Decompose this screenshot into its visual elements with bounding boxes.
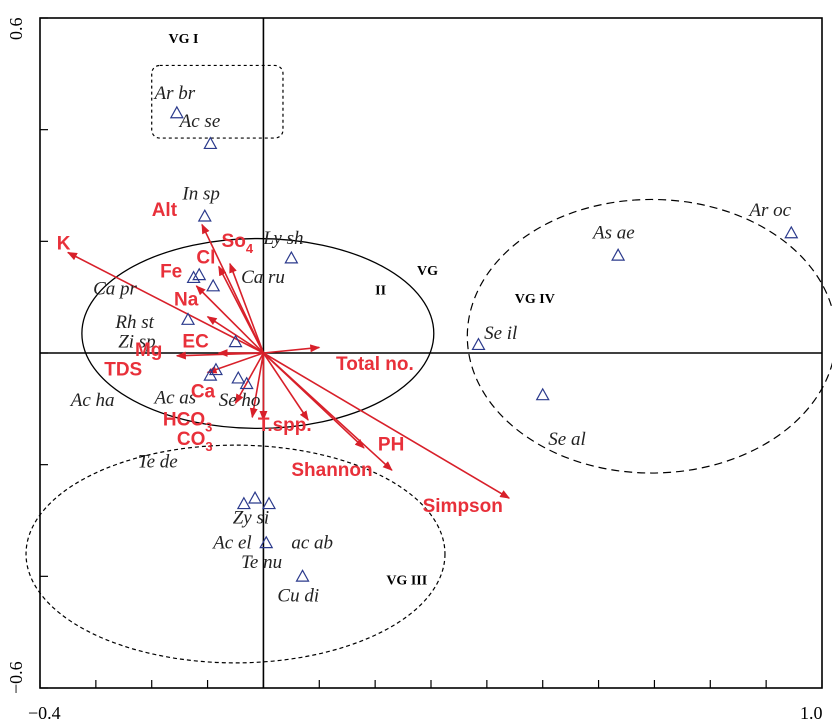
- vector-simpson: [263, 352, 511, 499]
- vector-cl: [218, 265, 265, 354]
- group-label-vg-i: VG I: [168, 32, 198, 47]
- species-marker-ac-se: [203, 136, 218, 150]
- env-label-k: K: [57, 234, 71, 255]
- group-label-vg: VG: [417, 264, 438, 279]
- group-outline-vg-iv: [466, 198, 832, 474]
- vector-k: [67, 251, 264, 354]
- species-label-in-sp: In sp: [181, 183, 219, 204]
- species-marker-ly-sh: [284, 250, 299, 264]
- axis-ticks: [39, 17, 823, 689]
- env-label-mg: Mg: [135, 340, 162, 361]
- x-tick-label-max: 1.0: [800, 703, 823, 723]
- species-marker-ca-pr: [192, 267, 207, 281]
- species-label-zy-si: Zy si: [233, 507, 269, 528]
- species-label-ac-as: Ac as: [153, 387, 197, 408]
- group-outline-vg-iii: [25, 444, 446, 664]
- environment-vectors: [67, 223, 511, 499]
- species-label-se-al: Se al: [548, 429, 585, 450]
- species-label-te-nu: Te nu: [241, 552, 282, 573]
- species-label-ac-se: Ac se: [178, 111, 221, 132]
- species-marker-ar-oc: [784, 225, 799, 239]
- group-outline-vg-i: [151, 64, 284, 139]
- species-label-ar-br: Ar br: [153, 83, 196, 104]
- species-marker-in-sp: [197, 208, 212, 222]
- group-labels: VG I VG II VG IV VG III: [168, 32, 554, 589]
- env-label-tds: TDS: [104, 359, 142, 380]
- species-label-se-il: Se il: [484, 323, 517, 344]
- species-marker-rh-st: [181, 312, 196, 325]
- x-tick-label-min: −0.4: [28, 703, 61, 723]
- vector-tds: [206, 352, 264, 374]
- vector-mg: [175, 351, 264, 360]
- env-label-total-no: Total no.: [336, 354, 414, 375]
- vector-ca: [234, 352, 265, 405]
- vector-total-no: [263, 344, 321, 354]
- vector-so: [229, 262, 265, 354]
- group-outline-vg-ii: [81, 237, 435, 430]
- species-label-ar-oc: Ar oc: [747, 200, 791, 221]
- group-label-vg-iv: VG IV: [515, 292, 555, 307]
- env-label-fe: Fe: [160, 262, 182, 283]
- species-marker: [231, 370, 246, 384]
- species-label-zi-sp: Zi sp: [118, 331, 156, 352]
- vector-fe: [195, 285, 264, 354]
- species-marker-ac-ha: [208, 362, 223, 376]
- species-marker-zy-si: [236, 496, 251, 510]
- y-tick-label-max: 0.6: [6, 18, 26, 41]
- species-label-ly-sh: Ly sh: [262, 228, 303, 249]
- species-marker-ac-ab: [261, 496, 277, 510]
- species-marker: [186, 270, 201, 284]
- species-marker-cu-di: [295, 569, 310, 582]
- vector-shannon: [262, 352, 393, 471]
- species-marker-te-nu: [259, 535, 274, 549]
- env-label-ec: EC: [182, 331, 209, 352]
- species-label-ac-ha: Ac ha: [69, 390, 115, 411]
- species-marker-ac-el: [248, 490, 263, 504]
- species-marker-ac-as: [203, 368, 218, 381]
- species-marker-se-il: [471, 337, 486, 351]
- env-label-cl: Cl: [196, 248, 215, 269]
- env-label-ph: PH: [378, 435, 404, 456]
- env-label-t-spp: T.spp.: [258, 415, 312, 436]
- species-label-rh-st: Rh st: [114, 312, 154, 333]
- group-label-vg-iii: VG III: [386, 574, 427, 589]
- species-marker-se-al: [535, 387, 550, 401]
- species-label-as-ae: As ae: [591, 223, 635, 244]
- env-label-alt: Alt: [152, 200, 178, 221]
- env-label-simpson: Simpson: [423, 496, 503, 517]
- env-label-na: Na: [174, 290, 199, 311]
- species-marker-ar-br: [169, 105, 184, 119]
- species-label-te-de: Te de: [138, 451, 178, 472]
- env-label-hco: HCO3: [163, 410, 212, 435]
- y-tick-label-min: −0.6: [6, 661, 26, 694]
- species-label-ac-ab: ac ab: [291, 532, 333, 553]
- species-marker-ca-ru: [206, 278, 221, 292]
- species-label-ca-pr: Ca pr: [93, 278, 137, 299]
- vector-t-spp: [262, 352, 309, 421]
- species-label-ca-ru: Ca ru: [241, 267, 285, 288]
- env-label-shannon: Shannon: [291, 460, 372, 481]
- species-marker-as-ae: [611, 248, 626, 261]
- species-marker-zi-sp: [228, 334, 243, 348]
- vector-hco: [249, 352, 265, 419]
- env-label-so: So4: [222, 231, 254, 256]
- species-markers: [169, 105, 799, 582]
- species-label-cu-di: Cu di: [277, 585, 319, 606]
- group-label-vg-line2: II: [375, 283, 386, 298]
- species-label-se-ho: Se ho: [219, 390, 261, 411]
- env-label-ca: Ca: [191, 382, 216, 403]
- species-label-ac-el: Ac el: [211, 532, 252, 553]
